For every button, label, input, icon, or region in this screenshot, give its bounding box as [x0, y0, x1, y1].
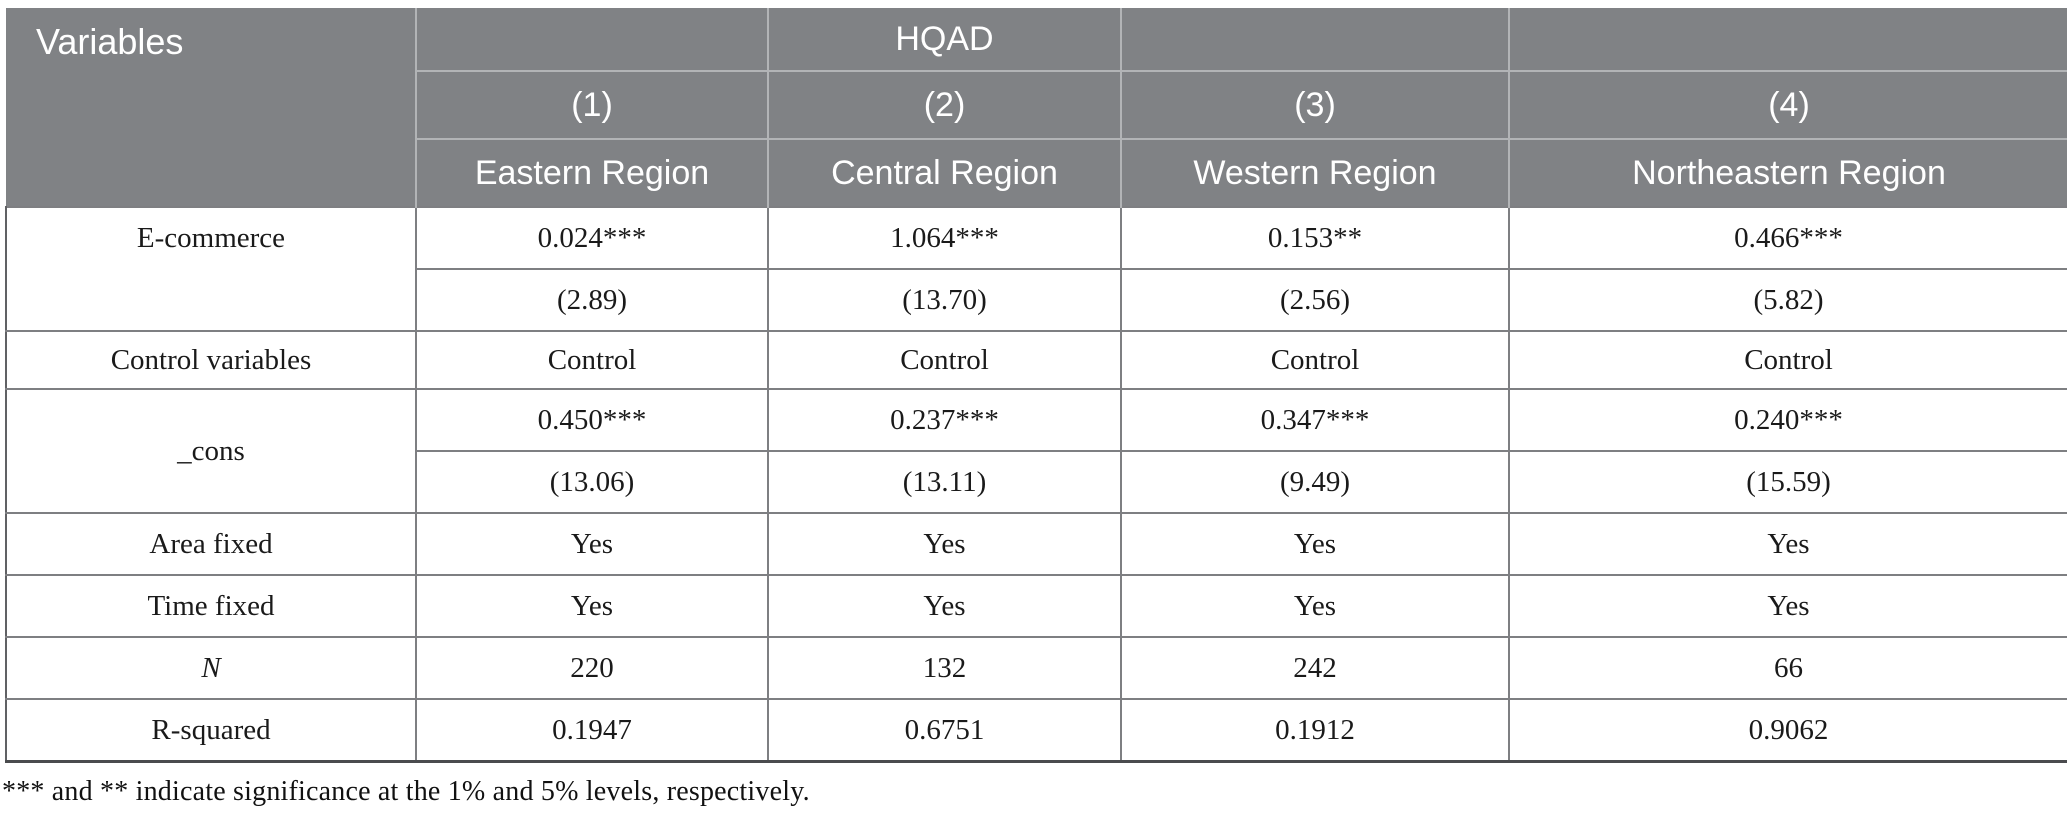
row-ecommerce-tvalues: (2.89) (13.70) (2.56) (5.82)	[6, 268, 2067, 332]
cell-area-fixed-2: Yes	[767, 512, 1122, 576]
significance-footnote: *** and ** indicate significance at the …	[2, 776, 810, 807]
region-header-western: Western Region	[1120, 138, 1510, 207]
cell-time-fixed-4: Yes	[1508, 574, 2067, 638]
row-cons-tvalues: (13.06) (13.11) (9.49) (15.59)	[6, 450, 2067, 514]
row-r-squared: R-squared 0.1947 0.6751 0.1912 0.9062	[5, 698, 2067, 763]
region-header-central: Central Region	[767, 138, 1122, 207]
row-label-control-variables: Control variables	[5, 330, 417, 390]
cell-cons-t-4: (15.59)	[1508, 450, 2067, 514]
cell-ecommerce-coef-2: 1.064***	[767, 206, 1122, 270]
paper-table-page: Variables HQAD (1) (2) (3) (4) Eastern R…	[0, 8, 2067, 818]
cell-ecommerce-coef-1: 0.024***	[415, 206, 769, 270]
variables-column-header: Variables	[6, 8, 417, 207]
cell-ecommerce-coef-4: 0.466***	[1508, 206, 2067, 270]
cell-area-fixed-1: Yes	[415, 512, 769, 576]
model-number-3: (3)	[1120, 70, 1510, 140]
dv-cell-col4-empty	[1508, 8, 2067, 72]
cell-ecommerce-t-4: (5.82)	[1508, 268, 2067, 332]
cell-ecommerce-t-3: (2.56)	[1120, 268, 1510, 332]
header-row-dependent-variable: Variables HQAD	[6, 8, 2067, 207]
dv-cell-col1-empty	[415, 8, 769, 72]
dv-cell-col2-hqad: HQAD	[767, 8, 1122, 72]
cell-cons-t-3: (9.49)	[1120, 450, 1510, 514]
row-label-n: N	[5, 636, 417, 700]
cell-time-fixed-3: Yes	[1120, 574, 1510, 638]
region-header-northeastern: Northeastern Region	[1508, 138, 2067, 207]
cell-cons-t-2: (13.11)	[767, 450, 1122, 514]
row-label-area-fixed: Area fixed	[5, 512, 417, 576]
table-body: E-commerce 0.024*** 1.064*** 0.153** 0.4…	[5, 206, 2067, 763]
cell-ecommerce-t-2: (13.70)	[767, 268, 1122, 332]
cell-cons-coef-4: 0.240***	[1508, 388, 2067, 452]
row-ecommerce-coefficients: E-commerce 0.024*** 1.064*** 0.153** 0.4…	[5, 206, 2067, 332]
cell-cons-coef-1: 0.450***	[415, 388, 769, 452]
row-control-variables: Control variables Control Control Contro…	[5, 330, 2067, 390]
dv-cell-col3-empty	[1120, 8, 1510, 72]
cell-ecommerce-t-1: (2.89)	[415, 268, 769, 332]
cell-control-4: Control	[1508, 330, 2067, 390]
model-number-4: (4)	[1508, 70, 2067, 140]
row-area-fixed: Area fixed Yes Yes Yes Yes	[5, 512, 2067, 576]
cell-control-1: Control	[415, 330, 769, 390]
cell-rsq-3: 0.1912	[1120, 698, 1510, 763]
model-number-2: (2)	[767, 70, 1122, 140]
cell-area-fixed-4: Yes	[1508, 512, 2067, 576]
cell-time-fixed-2: Yes	[767, 574, 1122, 638]
cell-n-1: 220	[415, 636, 769, 700]
cell-time-fixed-1: Yes	[415, 574, 769, 638]
cell-n-3: 242	[1120, 636, 1510, 700]
header-row-regions: Eastern Region Central Region Western Re…	[6, 138, 2067, 207]
cell-n-4: 66	[1508, 636, 2067, 700]
row-time-fixed: Time fixed Yes Yes Yes Yes	[5, 574, 2067, 638]
regression-results-table: Variables HQAD (1) (2) (3) (4) Eastern R…	[5, 8, 2067, 763]
row-label-r-squared: R-squared	[5, 698, 417, 763]
model-number-1: (1)	[415, 70, 769, 140]
row-label-ecommerce: E-commerce	[5, 206, 417, 332]
cell-cons-coef-3: 0.347***	[1120, 388, 1510, 452]
cell-control-3: Control	[1120, 330, 1510, 390]
cell-n-2: 132	[767, 636, 1122, 700]
cell-cons-t-1: (13.06)	[415, 450, 769, 514]
header-row-model-numbers: (1) (2) (3) (4)	[6, 70, 2067, 140]
row-label-cons: _cons	[5, 388, 417, 514]
cell-control-2: Control	[767, 330, 1122, 390]
row-observations: N 220 132 242 66	[5, 636, 2067, 700]
row-label-time-fixed: Time fixed	[5, 574, 417, 638]
cell-ecommerce-coef-3: 0.153**	[1120, 206, 1510, 270]
cell-rsq-2: 0.6751	[767, 698, 1122, 763]
table-header: Variables HQAD (1) (2) (3) (4) Eastern R…	[6, 8, 2067, 207]
row-cons-coefficients: _cons 0.450*** 0.237*** 0.347*** 0.240**…	[5, 388, 2067, 514]
cell-cons-coef-2: 0.237***	[767, 388, 1122, 452]
region-header-eastern: Eastern Region	[415, 138, 769, 207]
cell-area-fixed-3: Yes	[1120, 512, 1510, 576]
cell-rsq-1: 0.1947	[415, 698, 769, 763]
cell-rsq-4: 0.9062	[1508, 698, 2067, 763]
